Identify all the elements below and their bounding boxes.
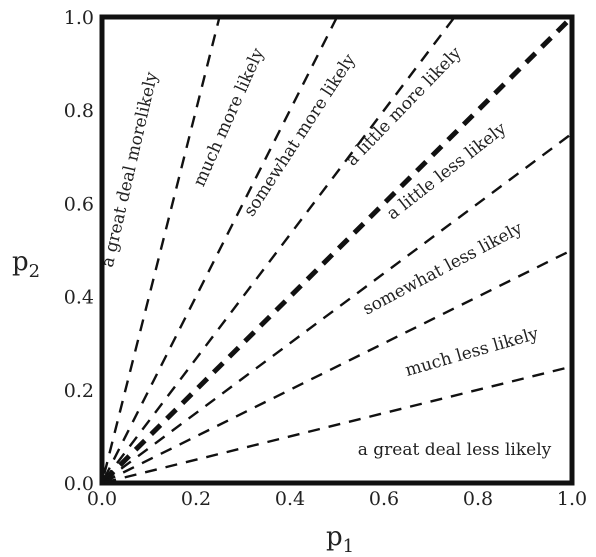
region-label: a great deal morelikely xyxy=(98,70,163,269)
y-axis-symbol: p xyxy=(12,247,29,277)
y-tick-label: 1.0 xyxy=(64,7,94,29)
y-axis-label: p2 xyxy=(12,247,40,282)
guide-lines xyxy=(102,15,574,484)
x-tick-label: 0.8 xyxy=(463,488,493,510)
guide-line-3 xyxy=(103,16,456,481)
y-tick-label: 0.0 xyxy=(64,473,94,495)
y-tick-label: 0.6 xyxy=(64,193,94,215)
y-tick-label: 0.4 xyxy=(64,287,94,309)
guide-line-7 xyxy=(104,365,573,484)
guide-line-2 xyxy=(103,16,339,479)
region-label: much less likely xyxy=(403,324,541,381)
plot-frame xyxy=(99,14,575,486)
region-label: somewhat less likely xyxy=(360,218,527,319)
x-tick-label: 0.2 xyxy=(181,488,211,510)
x-tick-label: 0.4 xyxy=(275,488,305,510)
guide-line-5 xyxy=(103,132,573,483)
x-tick-label: 1.0 xyxy=(557,488,587,510)
x-axis-ticks: 0.0 0.2 0.4 0.6 0.8 1.0 xyxy=(87,488,587,510)
region-label: a little more likely xyxy=(342,43,466,170)
y-tick-label: 0.8 xyxy=(64,100,94,122)
guide-line-1 xyxy=(103,16,221,474)
y-tick-label: 0.2 xyxy=(64,380,94,402)
y-axis-ticks: 0.0 0.2 0.4 0.6 0.8 1.0 xyxy=(64,7,94,495)
region-label: a little less likely xyxy=(383,119,510,225)
x-tick-label: 0.0 xyxy=(87,488,117,510)
x-axis-label: p1 xyxy=(326,522,354,557)
y-axis-subscript: 2 xyxy=(29,261,40,282)
region-label: a great deal less likely xyxy=(358,440,552,460)
x-tick-label: 0.6 xyxy=(369,488,399,510)
guide-line-6 xyxy=(103,248,573,483)
region-label: much more likely xyxy=(190,45,269,190)
x-axis-subscript: 1 xyxy=(343,536,354,557)
x-axis-symbol: p xyxy=(326,522,343,552)
